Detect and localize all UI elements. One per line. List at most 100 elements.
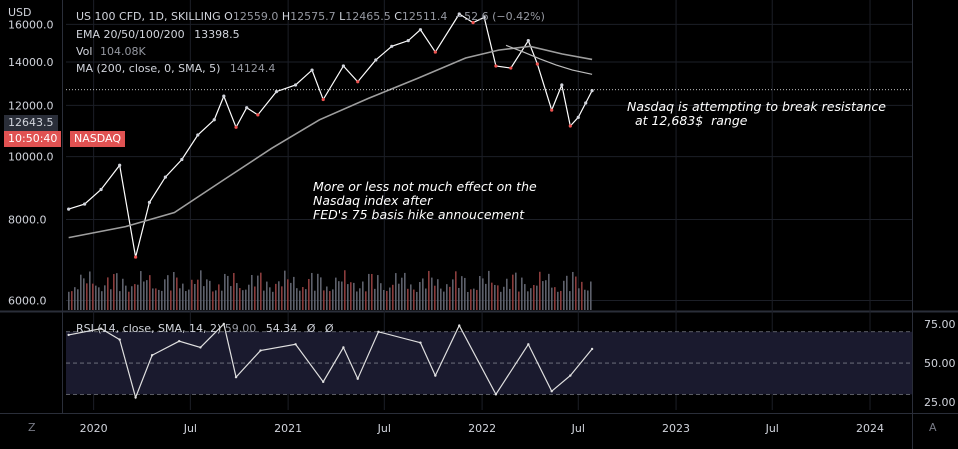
price-point — [584, 101, 588, 105]
rsi-point — [67, 333, 70, 337]
volume-bar — [269, 287, 271, 310]
volume-bar — [440, 288, 442, 310]
symbol-legend[interactable]: US 100 CFD, 1D, SKILLING O12559.0 H12575… — [76, 10, 545, 23]
symbol-tag[interactable]: NASDAQ — [70, 131, 126, 147]
x-tick-label: Jul — [377, 422, 391, 435]
rsi-point — [342, 346, 345, 349]
volume-bar — [92, 283, 94, 310]
volume-bar — [551, 287, 553, 310]
volume-bar — [383, 289, 385, 310]
rsi-legend[interactable]: RSI (14, close, SMA, 14, 2) 59.00 54.34 … — [76, 322, 334, 335]
volume-bar — [206, 279, 208, 310]
volume-bar — [464, 277, 466, 310]
price-point — [134, 255, 138, 259]
ma-legend[interactable]: MA (200, close, 0, SMA, 5) 14124.4 — [76, 62, 275, 75]
volume-bar — [407, 288, 409, 310]
volume-bar — [389, 287, 391, 310]
price-point — [509, 66, 513, 70]
timezone-button[interactable]: Z — [28, 421, 36, 434]
volume-bar — [437, 279, 439, 310]
ma-line — [68, 45, 593, 239]
price-point — [67, 207, 71, 211]
price-point — [196, 133, 200, 137]
volume-bar — [137, 284, 139, 310]
volume-bar — [323, 290, 325, 310]
volume-bar — [116, 273, 118, 310]
volume-bar — [560, 290, 562, 310]
volume-bar — [416, 291, 418, 310]
volume-bar — [419, 282, 421, 310]
volume-bar — [485, 283, 487, 310]
volume-bar — [452, 279, 454, 310]
volume-legend[interactable]: Vol 104.08K — [76, 45, 146, 58]
volume-bar — [227, 275, 229, 310]
volume-bar — [377, 275, 379, 310]
volume-bar — [347, 284, 349, 310]
volume-bar — [335, 277, 337, 310]
ohlc-key: H — [278, 10, 291, 23]
volume-bar — [509, 288, 511, 310]
volume-bar — [251, 275, 253, 310]
volume-bar — [491, 282, 493, 310]
volume-bar — [356, 291, 358, 310]
volume-bar — [410, 284, 412, 310]
volume-bar — [545, 280, 547, 310]
price-point — [494, 64, 498, 68]
volume-bar — [572, 271, 574, 310]
volume-bar — [317, 273, 319, 310]
volume-bar — [557, 291, 559, 310]
volume-bar — [128, 291, 130, 310]
volume-bar — [428, 270, 430, 310]
volume-bar — [257, 275, 259, 310]
volume-bar — [83, 278, 85, 310]
volume-bar — [518, 291, 520, 310]
rsi-point — [118, 338, 121, 341]
volume-bar — [86, 283, 88, 310]
volume-bar — [152, 288, 154, 310]
volume-bar — [386, 290, 388, 310]
countdown-tag: 10:50:40 — [4, 131, 62, 147]
volume-bar — [158, 289, 160, 310]
volume-bar — [173, 272, 175, 310]
volume-bar — [119, 291, 121, 310]
volume-bar — [275, 283, 277, 310]
volume-bar — [143, 281, 145, 310]
volume-bar — [542, 281, 544, 310]
auto-scale-button[interactable]: A — [929, 421, 937, 434]
rsi-point — [434, 374, 437, 377]
volume-bar — [212, 291, 214, 310]
volume-bar — [290, 282, 292, 310]
volume-bar — [182, 283, 184, 310]
ohlc-value: 12511.4 — [401, 10, 448, 23]
volume-bar — [98, 287, 100, 310]
ema-legend[interactable]: EMA 20/50/100/200 13398.5 — [76, 28, 240, 41]
volume-bar — [104, 285, 106, 310]
price-point — [321, 97, 325, 102]
volume-bar — [107, 277, 109, 310]
price-point — [390, 44, 394, 48]
volume-bar — [188, 289, 190, 310]
volume-bar — [68, 291, 70, 310]
volume-bar — [296, 288, 298, 310]
ohlc-key: O — [224, 10, 233, 23]
price-point — [222, 94, 226, 98]
price-point — [147, 200, 152, 205]
x-tick-label: 2023 — [662, 422, 690, 435]
rsi-tick-label: 75.00 — [924, 318, 956, 331]
price-point — [310, 68, 314, 72]
rsi-point — [569, 374, 572, 377]
volume-bar — [344, 270, 346, 310]
rsi-tick-label: 25.00 — [924, 396, 956, 409]
volume-bar — [155, 288, 157, 310]
volume-bar — [203, 286, 205, 310]
y-tick-label: 10000.0 — [8, 151, 54, 164]
price-line — [68, 13, 593, 258]
volume-bars — [68, 270, 592, 310]
volume-bar — [575, 276, 577, 310]
price-point — [234, 125, 238, 129]
volume-bar — [191, 279, 193, 310]
volume-bar — [164, 279, 166, 310]
volume-bar — [266, 281, 268, 310]
volume-bar — [110, 289, 112, 310]
ohlc-value: 12559.0 — [232, 10, 279, 23]
